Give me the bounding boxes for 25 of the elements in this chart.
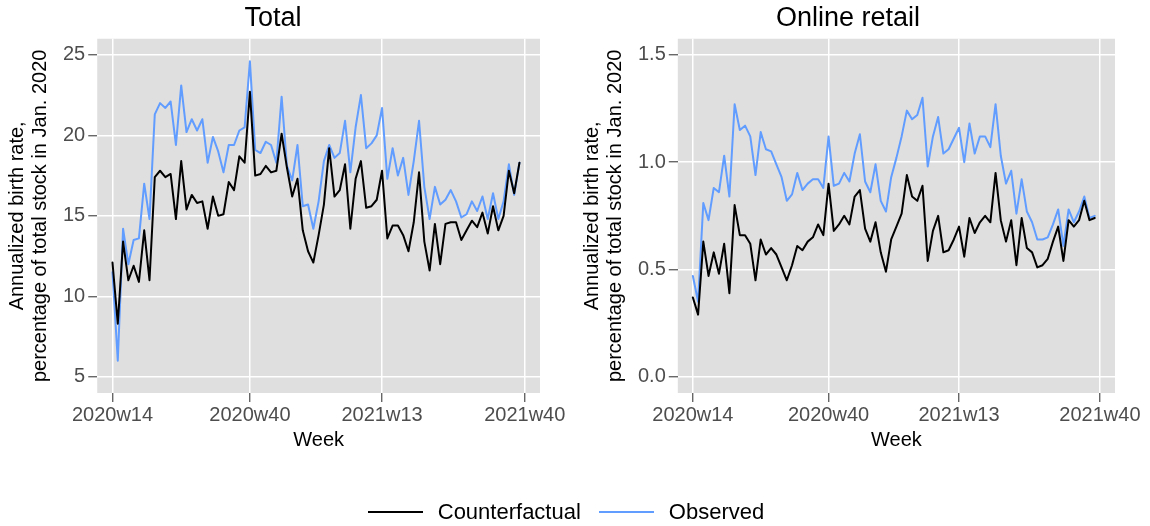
x-tick-label: 2021w40 (1059, 403, 1141, 426)
y-tick-label: 20 (63, 122, 86, 145)
x-tick-label: 2020w40 (787, 403, 870, 426)
y-tick-label: 15 (63, 203, 86, 226)
legend-label: Counterfactual (437, 499, 581, 525)
x-tick-label: 2021w40 (484, 403, 566, 426)
x-axis-title: Week (293, 428, 345, 451)
x-tick-label: 2020w40 (209, 403, 291, 426)
y-tick-label: 0.0 (637, 364, 666, 387)
legend-label: Observed (668, 499, 765, 525)
chart-title: Online retail (775, 2, 921, 33)
x-tick-label: 2020w14 (652, 403, 734, 426)
x-tick-label: 2020w14 (71, 403, 154, 426)
y-tick-label: 25 (63, 42, 86, 65)
y-tick-label: 1.5 (637, 42, 666, 65)
y-tick-label: 5 (74, 364, 86, 387)
x-axis-title: Week (871, 428, 923, 451)
y-axis-title: Annualized birth rate, percentage of total stock in Jan. 2020 (580, 49, 626, 383)
chart-title: Total (244, 2, 302, 33)
y-axis-title: Annualized birth rate, percentage of total stock in Jan. 2020 (5, 49, 51, 383)
x-tick-label: 2021w13 (341, 403, 423, 426)
y-tick-label: 10 (63, 283, 86, 306)
y-tick-label: 0.5 (637, 257, 666, 280)
y-tick-label: 1.0 (637, 149, 666, 172)
x-tick-label: 2021w13 (918, 403, 1000, 426)
